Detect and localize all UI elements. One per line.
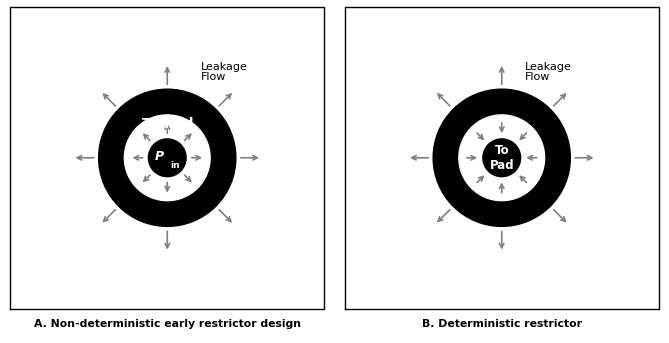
Text: in: in bbox=[505, 128, 516, 139]
Ellipse shape bbox=[149, 139, 186, 177]
Text: To Pad: To Pad bbox=[142, 117, 193, 131]
Text: P: P bbox=[488, 117, 498, 131]
Ellipse shape bbox=[459, 115, 545, 201]
Text: B. Deterministic restrictor: B. Deterministic restrictor bbox=[421, 319, 582, 329]
Ellipse shape bbox=[98, 89, 236, 226]
Text: Leakage
Flow: Leakage Flow bbox=[525, 61, 572, 82]
Ellipse shape bbox=[124, 115, 210, 201]
Text: in: in bbox=[170, 161, 179, 169]
Ellipse shape bbox=[483, 139, 520, 177]
Text: P: P bbox=[155, 150, 164, 163]
Text: A. Non-deterministic early restrictor design: A. Non-deterministic early restrictor de… bbox=[33, 319, 301, 329]
Ellipse shape bbox=[433, 89, 571, 226]
Text: To
Pad: To Pad bbox=[490, 144, 514, 172]
Text: Leakage
Flow: Leakage Flow bbox=[201, 61, 248, 82]
